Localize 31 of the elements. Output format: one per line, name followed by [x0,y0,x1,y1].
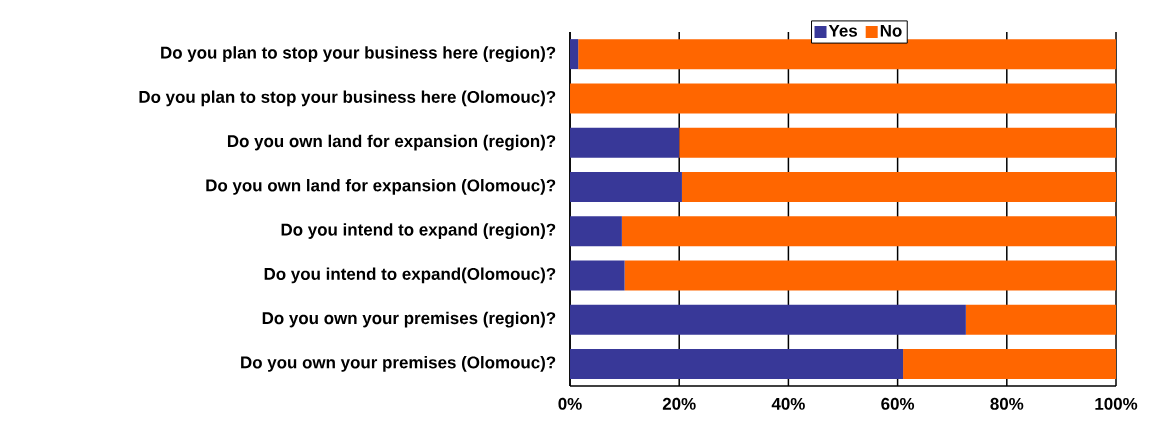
bar [570,304,966,335]
y-tick-label: Do you own land for expansion (region)? [227,134,556,151]
bar [570,39,579,70]
x-tick-label: 60% [881,397,915,410]
legend-label: Yes [828,24,857,37]
bar [681,171,1117,202]
y-tick-label: Do you plan to stop your business here (region)? [161,46,556,63]
bar [570,348,904,379]
y-tick-label: Do you intend to expand(Olomouc)? [264,267,556,284]
bar [570,83,1117,114]
legend-label: No [880,24,902,37]
y-tick-label: Do you plan to stop your business here (Olomouc)? [139,90,556,107]
x-tick-label: 80% [990,397,1024,410]
bar [578,39,1117,70]
bar [570,127,680,158]
bar [570,260,625,291]
x-tick-label: 0% [558,397,582,410]
bar [903,348,1117,379]
bar [965,304,1117,335]
bar [570,171,682,202]
y-tick-label: Do you own your premises (Olomouc)? [241,355,556,372]
x-tick-label: 20% [662,397,696,410]
y-tick-label: Do you own your premises (region)? [262,311,556,328]
x-tick-label: 100% [1095,397,1138,410]
y-tick-label: Do you intend to expand (region)? [281,223,556,240]
bar [624,260,1117,291]
bar [679,127,1117,158]
bar [570,216,622,247]
bar [621,216,1117,247]
y-tick-label: Do you own land for expansion (Olomouc)? [206,178,556,195]
x-tick-label: 40% [771,397,805,410]
